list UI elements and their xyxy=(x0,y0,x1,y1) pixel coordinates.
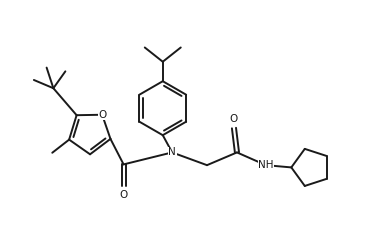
Text: NH: NH xyxy=(258,160,274,170)
Text: N: N xyxy=(168,147,176,158)
Text: O: O xyxy=(230,114,238,124)
Text: O: O xyxy=(98,110,106,120)
Text: O: O xyxy=(119,190,128,200)
